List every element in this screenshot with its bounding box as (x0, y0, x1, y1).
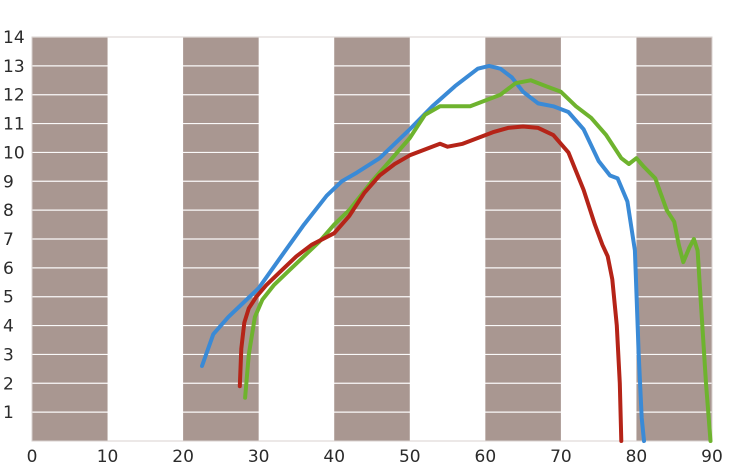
y-tick-label: 5 (3, 288, 14, 308)
x-tick-label: 0 (27, 447, 38, 467)
x-tick-label: 70 (550, 447, 572, 467)
x-tick-label: 80 (626, 447, 648, 467)
series-lines (200, 63, 713, 443)
plot-border (31, 36, 713, 442)
y-tick-label: 12 (3, 86, 25, 106)
y-tick-label: 4 (3, 317, 14, 337)
x-tick-label: 90 (701, 447, 723, 467)
series-line-1 (200, 63, 646, 443)
y-tick-label: 9 (3, 172, 14, 192)
x-axis-ticks: 0 10 20 30 40 50 60 70 80 90 (27, 447, 723, 467)
y-tick-label: 3 (3, 345, 14, 365)
y-tick-label: 10 (3, 143, 25, 163)
x-tick-label: 40 (323, 447, 345, 467)
y-tick-label: 2 (3, 374, 14, 394)
y-tick-label: 6 (3, 259, 14, 279)
x-tick-label: 60 (475, 447, 497, 467)
y-tick-label: 11 (3, 115, 25, 135)
y-tick-label: 7 (3, 230, 14, 250)
x-tick-label: 30 (248, 447, 270, 467)
series-line-2 (243, 78, 713, 443)
x-tick-label: 50 (399, 447, 421, 467)
x-tick-label: 20 (172, 447, 194, 467)
y-tick-label: 8 (3, 201, 14, 221)
x-tick-label: 10 (97, 447, 119, 467)
y-tick-label: 13 (3, 57, 25, 77)
y-tick-label: 1 (3, 403, 14, 423)
y-tick-label: 14 (3, 28, 25, 48)
series-line-3 (237, 124, 624, 443)
